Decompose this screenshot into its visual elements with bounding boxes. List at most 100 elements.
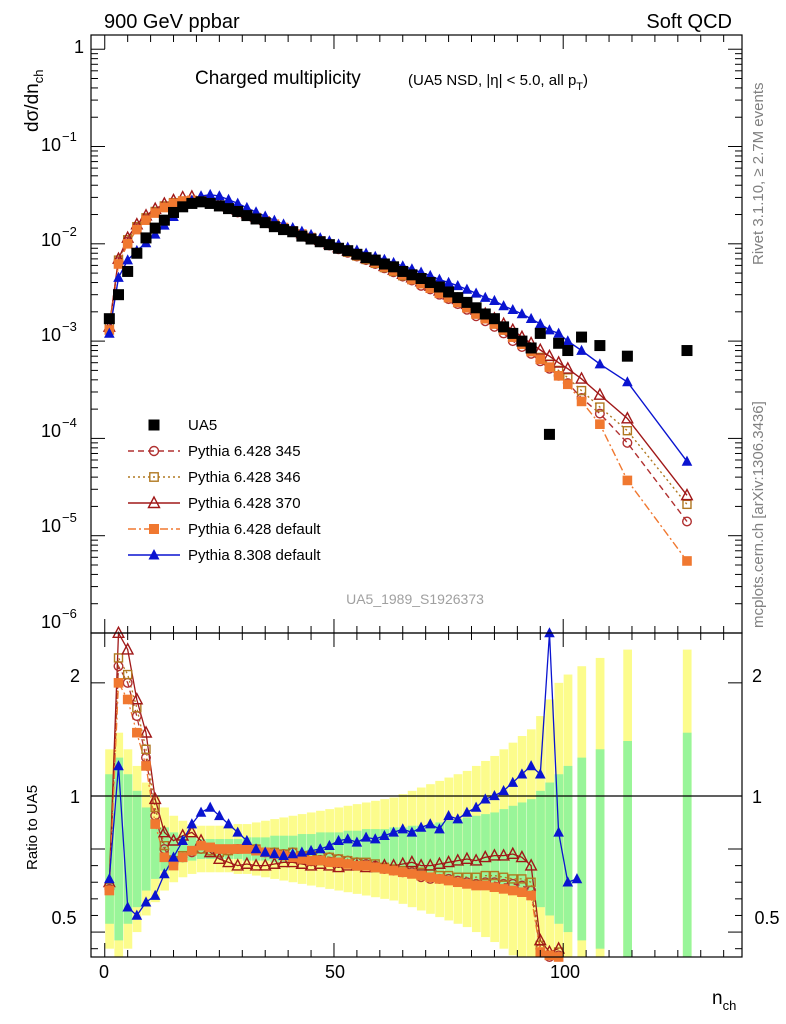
data-point (544, 950, 555, 961)
data-point (149, 472, 159, 482)
legend-marker-p345 (128, 445, 180, 457)
data-point (315, 855, 326, 866)
chart-title: Charged multiplicity (195, 68, 361, 89)
data-point (369, 254, 381, 266)
data-point (258, 858, 272, 871)
data-point (575, 371, 589, 384)
data-point (594, 340, 606, 352)
ratio-y-tick-2-right: 2 (752, 666, 762, 686)
data-point (148, 419, 160, 431)
data-point (622, 426, 633, 436)
data-point (168, 851, 179, 862)
data-point (297, 854, 307, 864)
data-point (378, 258, 390, 270)
data-point (432, 856, 446, 869)
ratio-series-markers (102, 625, 583, 963)
data-point (168, 860, 179, 871)
inner-band (595, 749, 605, 949)
data-point (159, 202, 170, 213)
data-point (595, 419, 605, 429)
data-point (351, 836, 363, 847)
data-point (305, 233, 317, 245)
data-point (122, 901, 133, 912)
legend-label: Pythia 6.428 370 (188, 495, 301, 512)
data-point (544, 627, 555, 638)
data-point (470, 287, 482, 298)
data-point (593, 387, 607, 400)
data-point (507, 303, 519, 315)
inner-band (169, 832, 179, 866)
header-left: 900 GeV ppbar (104, 11, 240, 33)
data-point (562, 345, 574, 357)
data-point (480, 870, 490, 881)
ratio-uncertainty-bands (105, 649, 692, 957)
data-point (515, 850, 529, 863)
data-point (287, 848, 299, 859)
data-point (186, 818, 198, 829)
data-point (516, 335, 528, 347)
data-point (168, 206, 180, 218)
data-point (113, 678, 124, 688)
data-point (296, 846, 308, 857)
ratio-panel: Ratio to UA5 2 1 0.5 2 1 0.5 0 50 100 nc… (24, 625, 780, 1013)
data-point (212, 851, 226, 864)
data-point (388, 261, 400, 273)
y-tick-exp: −1 (62, 129, 77, 144)
data-point (232, 205, 244, 217)
data-point (158, 214, 170, 226)
data-point (232, 826, 244, 837)
data-point (415, 821, 427, 832)
ratio-y-tick-2: 2 (70, 666, 80, 686)
data-point (132, 224, 142, 235)
data-point (620, 411, 634, 424)
data-point (187, 845, 197, 856)
data-point (223, 818, 234, 829)
data-point (333, 834, 344, 845)
data-point (196, 840, 206, 851)
y-tick-label: 10 (41, 516, 61, 536)
data-point (223, 203, 235, 215)
data-point (407, 869, 417, 879)
data-point (471, 309, 481, 319)
data-point (682, 556, 692, 566)
inner-band (435, 822, 445, 876)
data-point (379, 864, 390, 874)
data-point (460, 851, 474, 864)
inner-band (462, 817, 472, 881)
inner-band (426, 824, 435, 874)
data-point (517, 874, 527, 884)
data-point (342, 245, 354, 257)
inner-band (416, 825, 426, 873)
data-point (269, 848, 280, 859)
data-point (141, 761, 151, 771)
data-point (223, 844, 234, 854)
data-point (480, 880, 491, 891)
data-point (113, 653, 124, 663)
data-point (222, 854, 235, 868)
data-point (388, 826, 399, 837)
data-point (379, 829, 390, 841)
data-point (360, 252, 372, 264)
data-point (351, 248, 363, 260)
data-point (122, 265, 134, 277)
data-point (342, 833, 354, 844)
data-point (471, 880, 481, 891)
data-point (406, 826, 418, 837)
data-point (131, 711, 142, 722)
data-point (195, 196, 207, 208)
data-point (213, 200, 225, 212)
data-point (305, 844, 317, 855)
data-point (507, 327, 519, 339)
ratio-axis-ticks (91, 633, 742, 957)
data-point (250, 213, 262, 225)
data-point (113, 760, 124, 771)
data-point (443, 809, 454, 821)
data-point (131, 247, 143, 259)
data-point (497, 848, 511, 861)
inner-band (352, 830, 362, 868)
data-point (622, 376, 633, 387)
data-point (168, 198, 179, 209)
data-point (121, 642, 135, 655)
data-point (576, 385, 587, 396)
data-point (681, 345, 693, 357)
